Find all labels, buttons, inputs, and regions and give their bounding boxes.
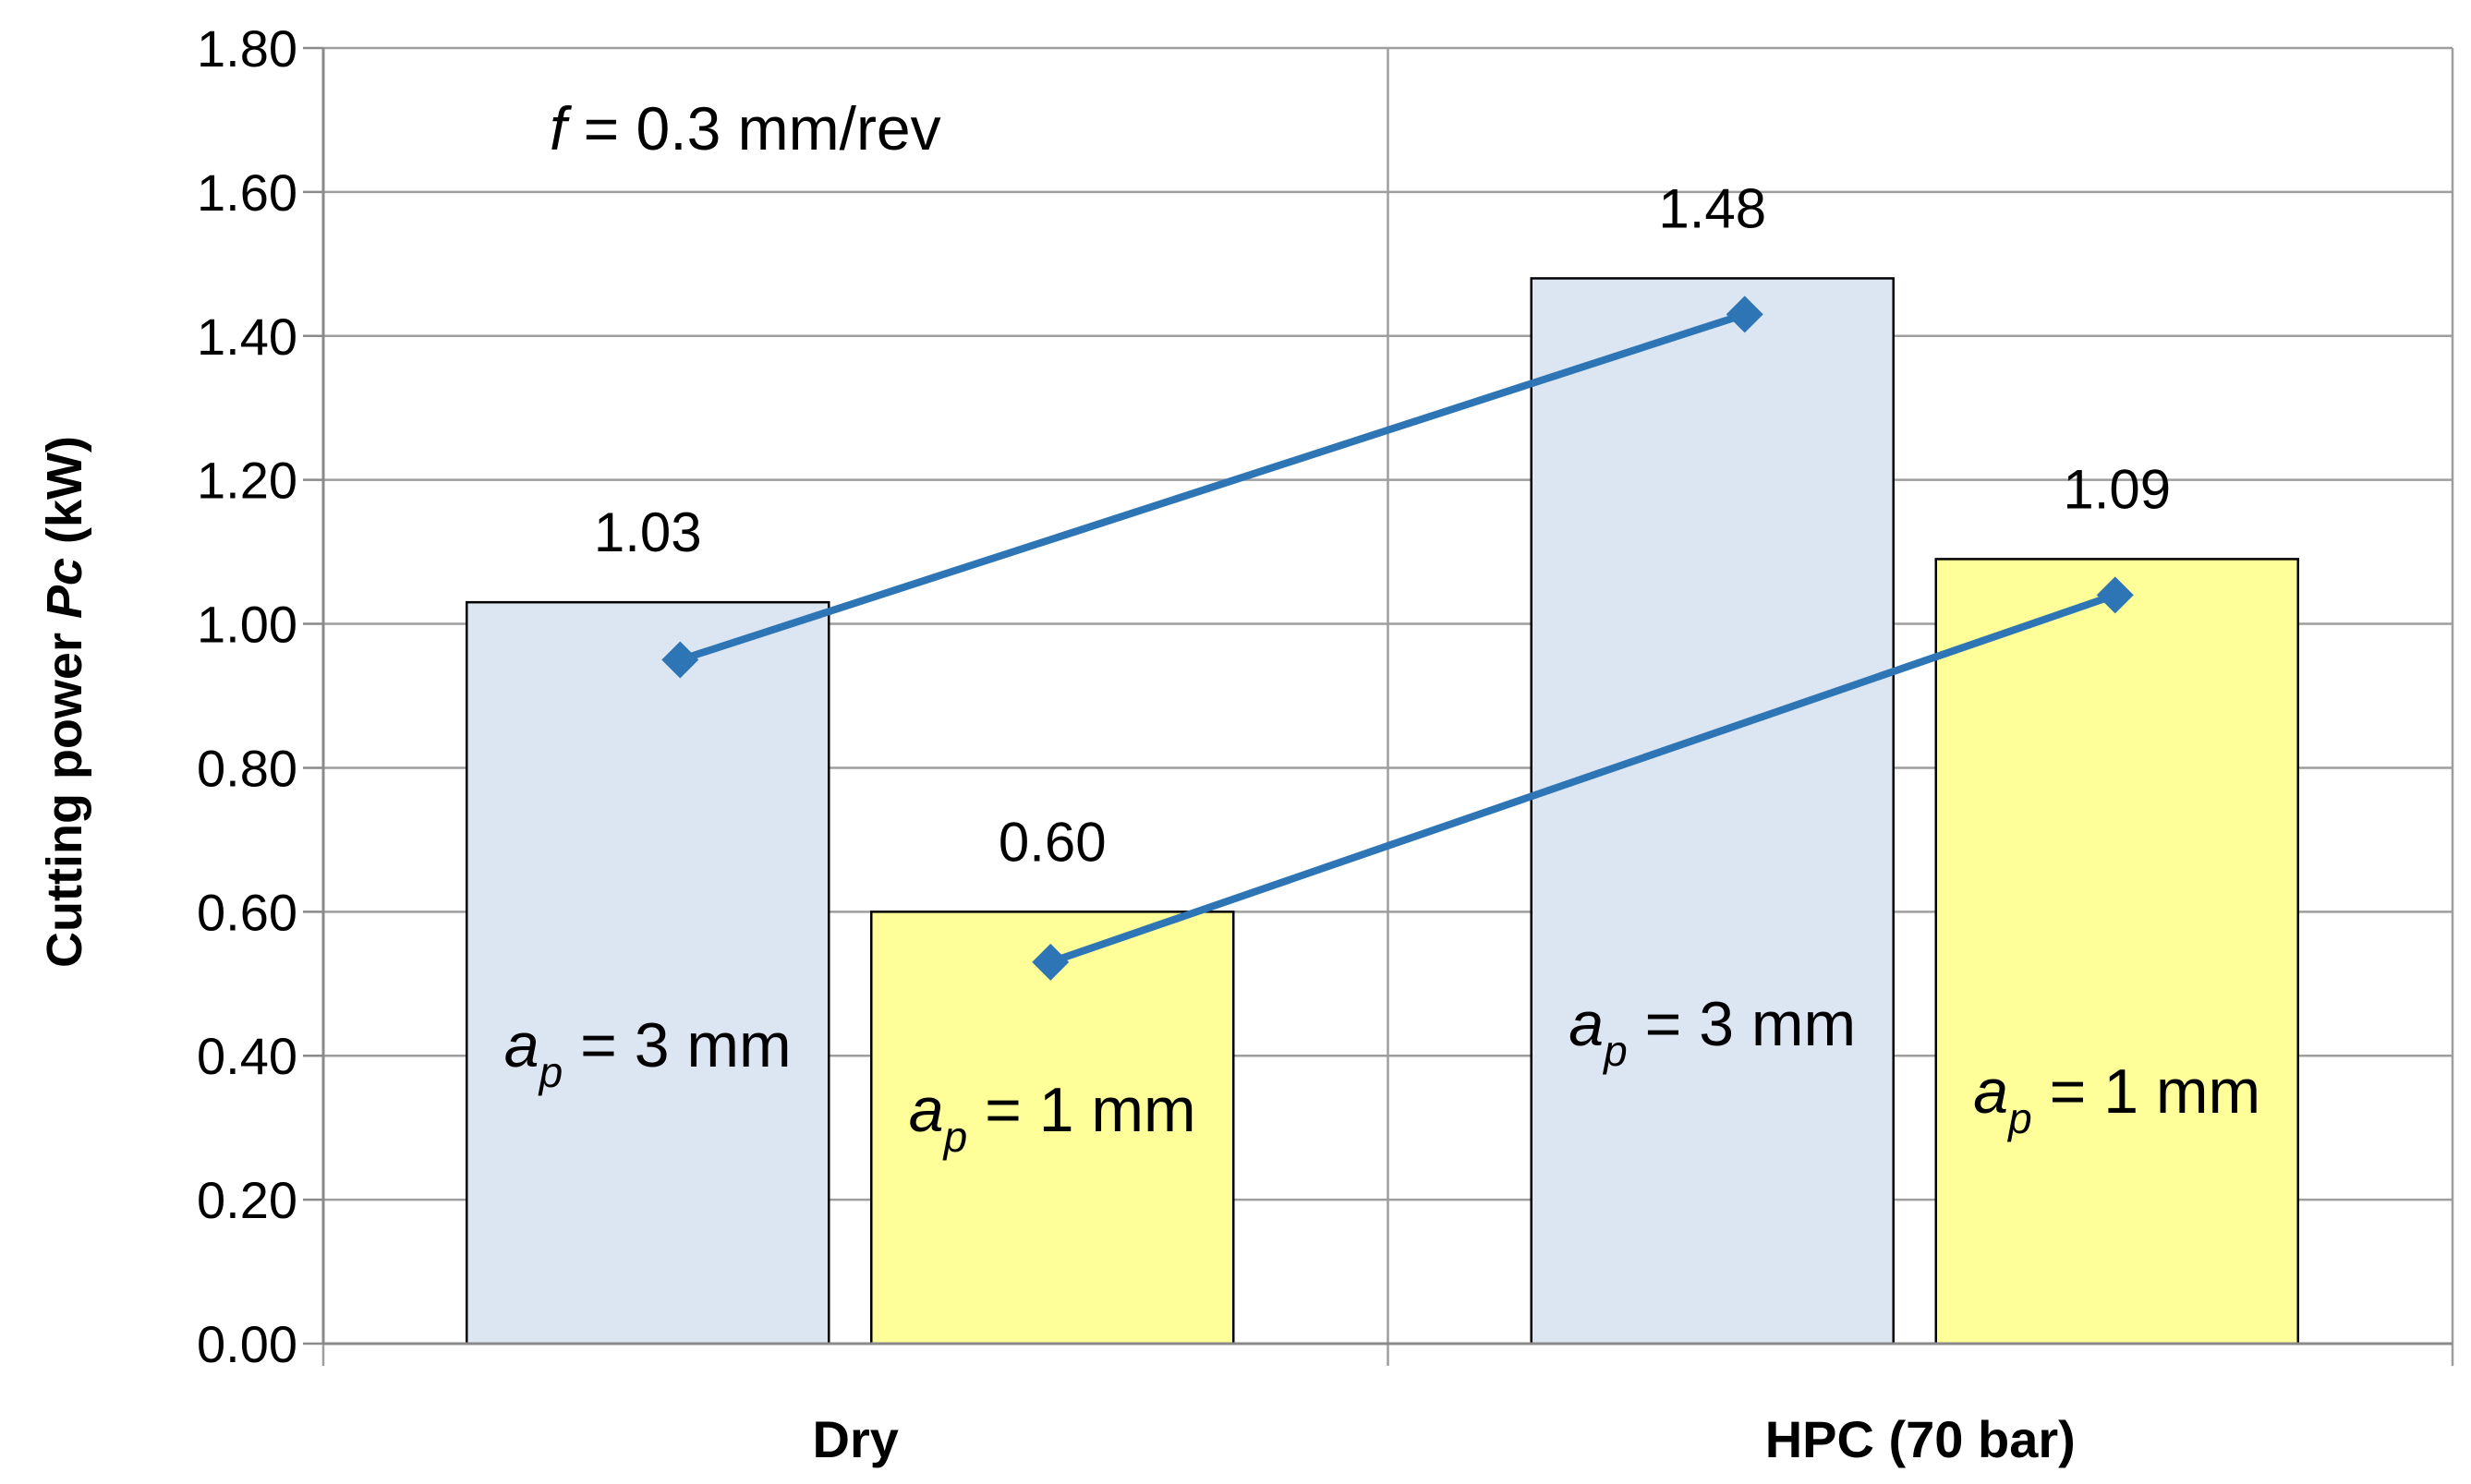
trend-marker xyxy=(661,641,699,679)
bar xyxy=(1934,558,2299,1345)
y-tick-label: 1.80 xyxy=(197,19,297,78)
bar-value-label: 0.60 xyxy=(999,811,1107,873)
trend-marker xyxy=(1726,296,1763,333)
y-tick-label: 0.80 xyxy=(197,739,297,797)
y-tick-label: 1.40 xyxy=(197,308,297,366)
bar-value-label: 1.09 xyxy=(2063,458,2171,520)
y-tick-label: 0.20 xyxy=(197,1171,297,1229)
y-axis-label: Cutting power Pc (kW) xyxy=(37,436,92,968)
bars xyxy=(466,277,2299,1345)
trend-lines xyxy=(661,296,2134,981)
x-tick-label: Dry xyxy=(813,1410,899,1468)
y-tick-label: 1.60 xyxy=(197,163,297,222)
y-tick-label: 1.20 xyxy=(197,452,297,510)
trend-line xyxy=(676,310,1749,664)
bar-series-label: ap = 3 mm xyxy=(1569,989,1856,1075)
bar-series-label: ap = 1 mm xyxy=(1973,1056,2260,1142)
y-tick-label: 0.00 xyxy=(197,1315,297,1373)
bar-series-label: ap = 3 mm xyxy=(504,1010,792,1096)
axes xyxy=(303,46,2453,1345)
trend-marker xyxy=(2096,576,2134,614)
bar-value-label: 1.48 xyxy=(1658,177,1766,239)
y-tick-label: 0.40 xyxy=(197,1027,297,1085)
trend-marker xyxy=(1032,943,1070,981)
bar-value-label: 1.03 xyxy=(594,501,702,563)
bar xyxy=(1530,277,1895,1345)
trend-line xyxy=(1047,591,2119,966)
labels: 0.00 0.20 0.40 0.60 0.80 1.00 1.20 1.40 1.60 1.80… xyxy=(197,19,2260,1468)
x-tick-label: HPC (70 bar) xyxy=(1765,1410,2076,1468)
bar xyxy=(870,911,1235,1345)
bar-series-label: ap = 1 mm xyxy=(909,1075,1196,1161)
bar xyxy=(466,600,830,1345)
y-tick-label: 0.60 xyxy=(197,883,297,941)
y-tick-label: 1.00 xyxy=(197,596,297,654)
feed-rate-annotation: f = 0.3 mm/rev xyxy=(550,94,941,163)
